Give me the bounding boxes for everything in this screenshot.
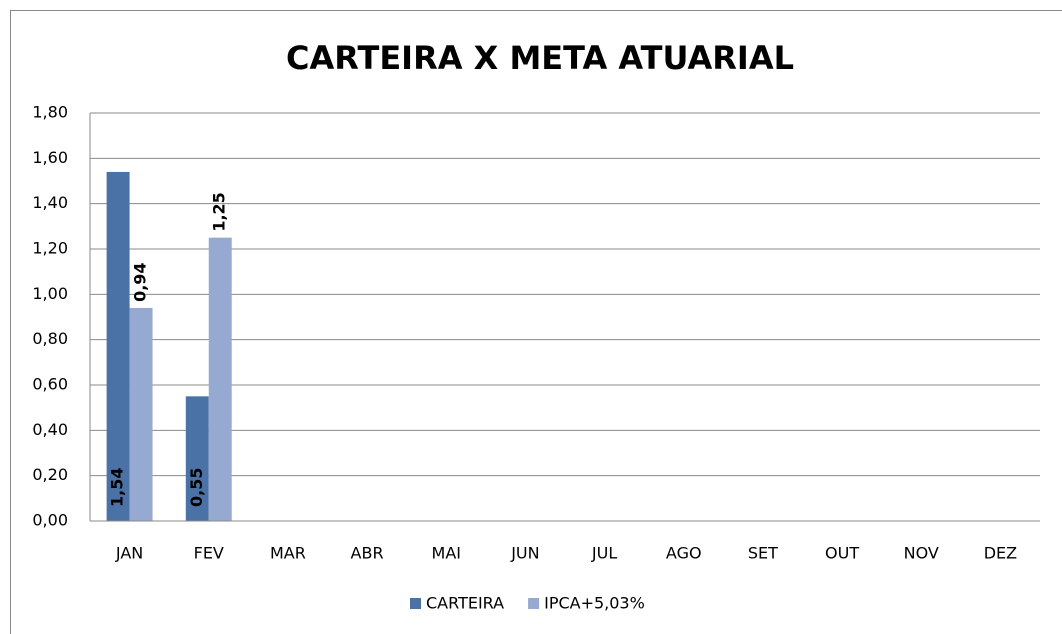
- bar: [185, 396, 209, 521]
- y-tick-label: 0,00: [32, 511, 68, 530]
- x-tick-label: JUN: [510, 544, 539, 563]
- x-tick-label: NOV: [904, 544, 939, 563]
- y-tick-label: 0,20: [32, 465, 68, 484]
- legend-label: IPCA+5,03%: [544, 594, 645, 613]
- y-tick-label: 1,60: [32, 148, 68, 167]
- value-label: 0,55: [187, 468, 206, 507]
- y-tick-label: 1,00: [32, 284, 68, 303]
- value-label: 1,54: [108, 468, 127, 507]
- legend-swatch: [410, 598, 421, 609]
- value-label: 1,25: [210, 192, 229, 231]
- x-tick-label: OUT: [825, 544, 859, 563]
- x-tick-label: MAR: [270, 544, 306, 563]
- legend-label: CARTEIRA: [426, 594, 504, 613]
- bar: [106, 171, 130, 521]
- x-tick-label: SET: [748, 544, 778, 563]
- value-label: 0,94: [131, 262, 150, 301]
- chart-frame: [10, 10, 1062, 634]
- x-tick-label: ABR: [351, 544, 384, 563]
- y-tick-label: 0,40: [32, 420, 68, 439]
- x-tick-label: DEZ: [984, 544, 1017, 563]
- bar: [129, 307, 153, 521]
- x-tick-label: JUL: [591, 544, 617, 563]
- y-tick-label: 0,80: [32, 329, 68, 348]
- bar: [208, 237, 232, 521]
- y-tick-label: 1,40: [32, 193, 68, 212]
- x-tick-label: JAN: [115, 544, 143, 563]
- x-tick-label: AGO: [666, 544, 702, 563]
- y-tick-label: 1,20: [32, 239, 68, 258]
- chart-title: CARTEIRA X META ATUARIAL: [286, 39, 794, 77]
- x-tick-label: MAI: [432, 544, 461, 563]
- legend-swatch: [528, 598, 540, 609]
- x-tick-label: FEV: [194, 544, 224, 563]
- y-tick-label: 0,60: [32, 375, 68, 394]
- y-tick-label: 1,80: [32, 103, 68, 122]
